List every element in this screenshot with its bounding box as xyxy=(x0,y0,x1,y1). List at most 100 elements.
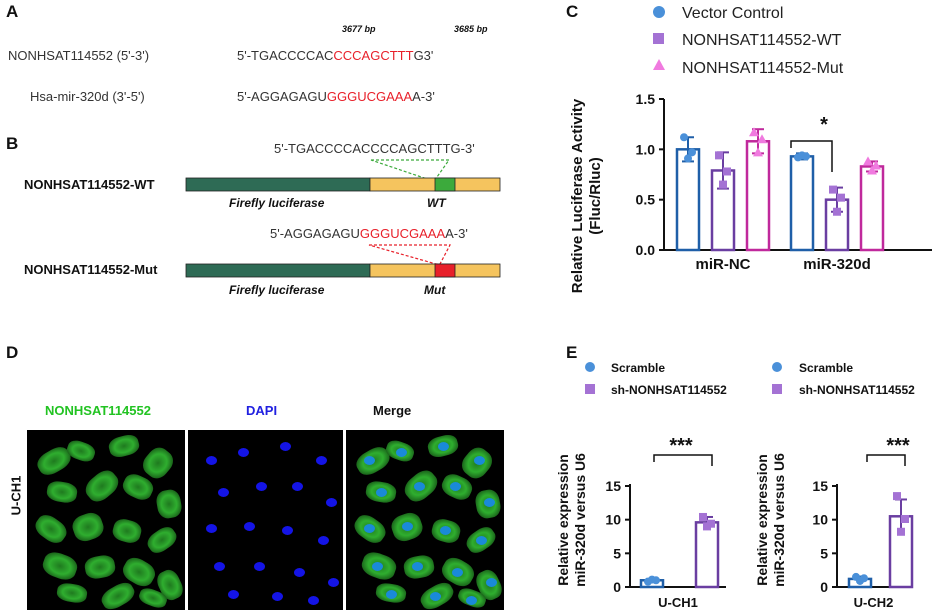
x-tick-label-c: miR-NC xyxy=(696,256,751,273)
data-point-c xyxy=(749,127,759,137)
nucleus xyxy=(364,524,375,533)
nucleus xyxy=(412,562,423,571)
firefly-bar-mut xyxy=(185,263,371,278)
seed-region: GGGUCGAAA xyxy=(326,89,413,104)
data-point-c xyxy=(719,180,727,189)
cell-body xyxy=(45,479,79,505)
panel-d-letter: D xyxy=(6,343,19,362)
bp-label-right: 3685 bp xyxy=(454,24,488,34)
significance-bracket-e-right xyxy=(866,454,906,466)
panel-e-letter: E xyxy=(566,343,578,362)
legend-e-right: Scramble sh-NONHSAT114552 xyxy=(772,361,915,397)
nucleus xyxy=(430,592,441,601)
nucleus xyxy=(292,482,303,491)
nucleus xyxy=(228,590,239,599)
y-tick-label-c: 0.5 xyxy=(636,192,656,208)
legend-marker-scramble-left xyxy=(585,362,595,372)
legend-label-scramble-right: Scramble xyxy=(799,361,853,375)
luciferase-chart: Vector Control NONHSAT114552-WT NONHSAT1… xyxy=(569,5,932,293)
data-point-c xyxy=(833,207,841,216)
nucleus xyxy=(476,536,487,545)
y-tick-label-e-left: 0 xyxy=(613,579,621,595)
nucleus xyxy=(316,456,327,465)
nucleus xyxy=(486,578,497,587)
channel-label-green: NONHSAT114552 xyxy=(45,403,151,418)
x-tick-label-e-left: U-CH1 xyxy=(658,595,698,610)
nucleus xyxy=(206,524,217,533)
cell-body xyxy=(98,578,138,610)
cell-body xyxy=(31,510,71,548)
data-point-e-right xyxy=(897,527,905,536)
nucleus xyxy=(328,578,339,587)
bar-e-left xyxy=(694,521,720,589)
legend-marker-vector xyxy=(653,6,665,18)
y-tick-label-e-right: 10 xyxy=(812,512,828,528)
y-axis-label-c-line1: Relative Luciferase Activity xyxy=(569,98,586,293)
significance-stars-e-right: *** xyxy=(886,435,910,457)
data-point-c xyxy=(684,154,692,163)
nucleus xyxy=(440,526,451,535)
data-point-e-right xyxy=(901,514,909,523)
firefly-label-mut: Firefly luciferase xyxy=(229,283,325,297)
y-tick-label-e-left: 10 xyxy=(605,512,621,528)
nucleus xyxy=(218,488,229,497)
nucleus xyxy=(386,590,397,599)
nucleus xyxy=(254,562,265,571)
mut-callout-lines xyxy=(368,244,451,265)
x-tick-label-e-right: U-CH2 xyxy=(854,595,894,610)
significance-stars-e-left: *** xyxy=(669,435,693,457)
data-point-c xyxy=(753,147,763,157)
data-point-c xyxy=(680,133,688,142)
panel-c-letter: C xyxy=(566,2,579,21)
significance-star-c: * xyxy=(820,114,828,136)
data-point-c xyxy=(863,156,873,166)
mut-sequence: 5'-AGGAGAGUGGGUCGAAAA-3' xyxy=(270,226,468,241)
expression-charts: Scramble sh-NONHSAT114552 Scramble sh-NO… xyxy=(555,361,915,610)
nucleus xyxy=(244,522,255,531)
nucleus xyxy=(214,562,225,571)
nucleus xyxy=(206,456,217,465)
mutant-site: GGGUCGAAA xyxy=(359,226,446,241)
data-point-e-left xyxy=(699,512,707,521)
lncrna-sequence: 5'-TGACCCCACCCCAGCTTTG3' xyxy=(237,48,434,63)
construct-diagram xyxy=(185,159,501,278)
y-axis-label-e-left-line1: Relative expression xyxy=(555,454,571,586)
data-point-c xyxy=(715,151,723,160)
legend-label-sh-right: sh-NONHSAT114552 xyxy=(799,383,915,397)
legend-marker-sh-right xyxy=(772,384,782,394)
wt-callout-lines xyxy=(370,159,451,183)
data-point-c xyxy=(829,185,837,194)
nucleus xyxy=(326,498,337,507)
cell-body xyxy=(143,523,181,557)
lncrna-label: NONHSAT114552 (5'-3') xyxy=(8,48,150,63)
legend-label-sh-left: sh-NONHSAT114552 xyxy=(611,383,727,397)
legend-label-wt: NONHSAT114552-WT xyxy=(682,32,842,49)
legend-c: Vector Control NONHSAT114552-WT NONHSAT1… xyxy=(653,5,844,77)
legend-label-vector: Vector Control xyxy=(682,5,783,22)
y-tick-label-e-right: 5 xyxy=(820,545,828,561)
data-point-c xyxy=(802,152,810,161)
micrograph-merge xyxy=(346,430,504,610)
data-point-c xyxy=(837,193,845,202)
nucleus xyxy=(308,596,319,605)
legend-marker-sh-left xyxy=(585,384,595,394)
cell-body xyxy=(106,432,142,460)
nucleus xyxy=(474,456,485,465)
y-axis-label-e-right-line1: Relative expression xyxy=(754,454,770,586)
bar-c xyxy=(745,140,771,252)
nucleus xyxy=(396,448,407,457)
nucleus xyxy=(450,482,461,491)
wt-sequence: 5'-TGACCCCACCCCAGCTTTG-3' xyxy=(274,141,475,156)
y-axis-label-c-line2: (Fluc/Rluc) xyxy=(587,157,604,235)
y-tick-label-e-left: 15 xyxy=(605,478,621,494)
data-point-c xyxy=(867,165,877,175)
cell-body xyxy=(154,488,184,520)
nucleus xyxy=(452,568,463,577)
nucleus xyxy=(414,482,425,491)
bar-c xyxy=(789,155,815,252)
legend-marker-scramble-right xyxy=(772,362,782,372)
y-tick-label-c: 1.0 xyxy=(636,141,656,157)
nucleus xyxy=(294,568,305,577)
data-point-e-right xyxy=(860,574,868,583)
mut-tag: Mut xyxy=(424,283,446,297)
